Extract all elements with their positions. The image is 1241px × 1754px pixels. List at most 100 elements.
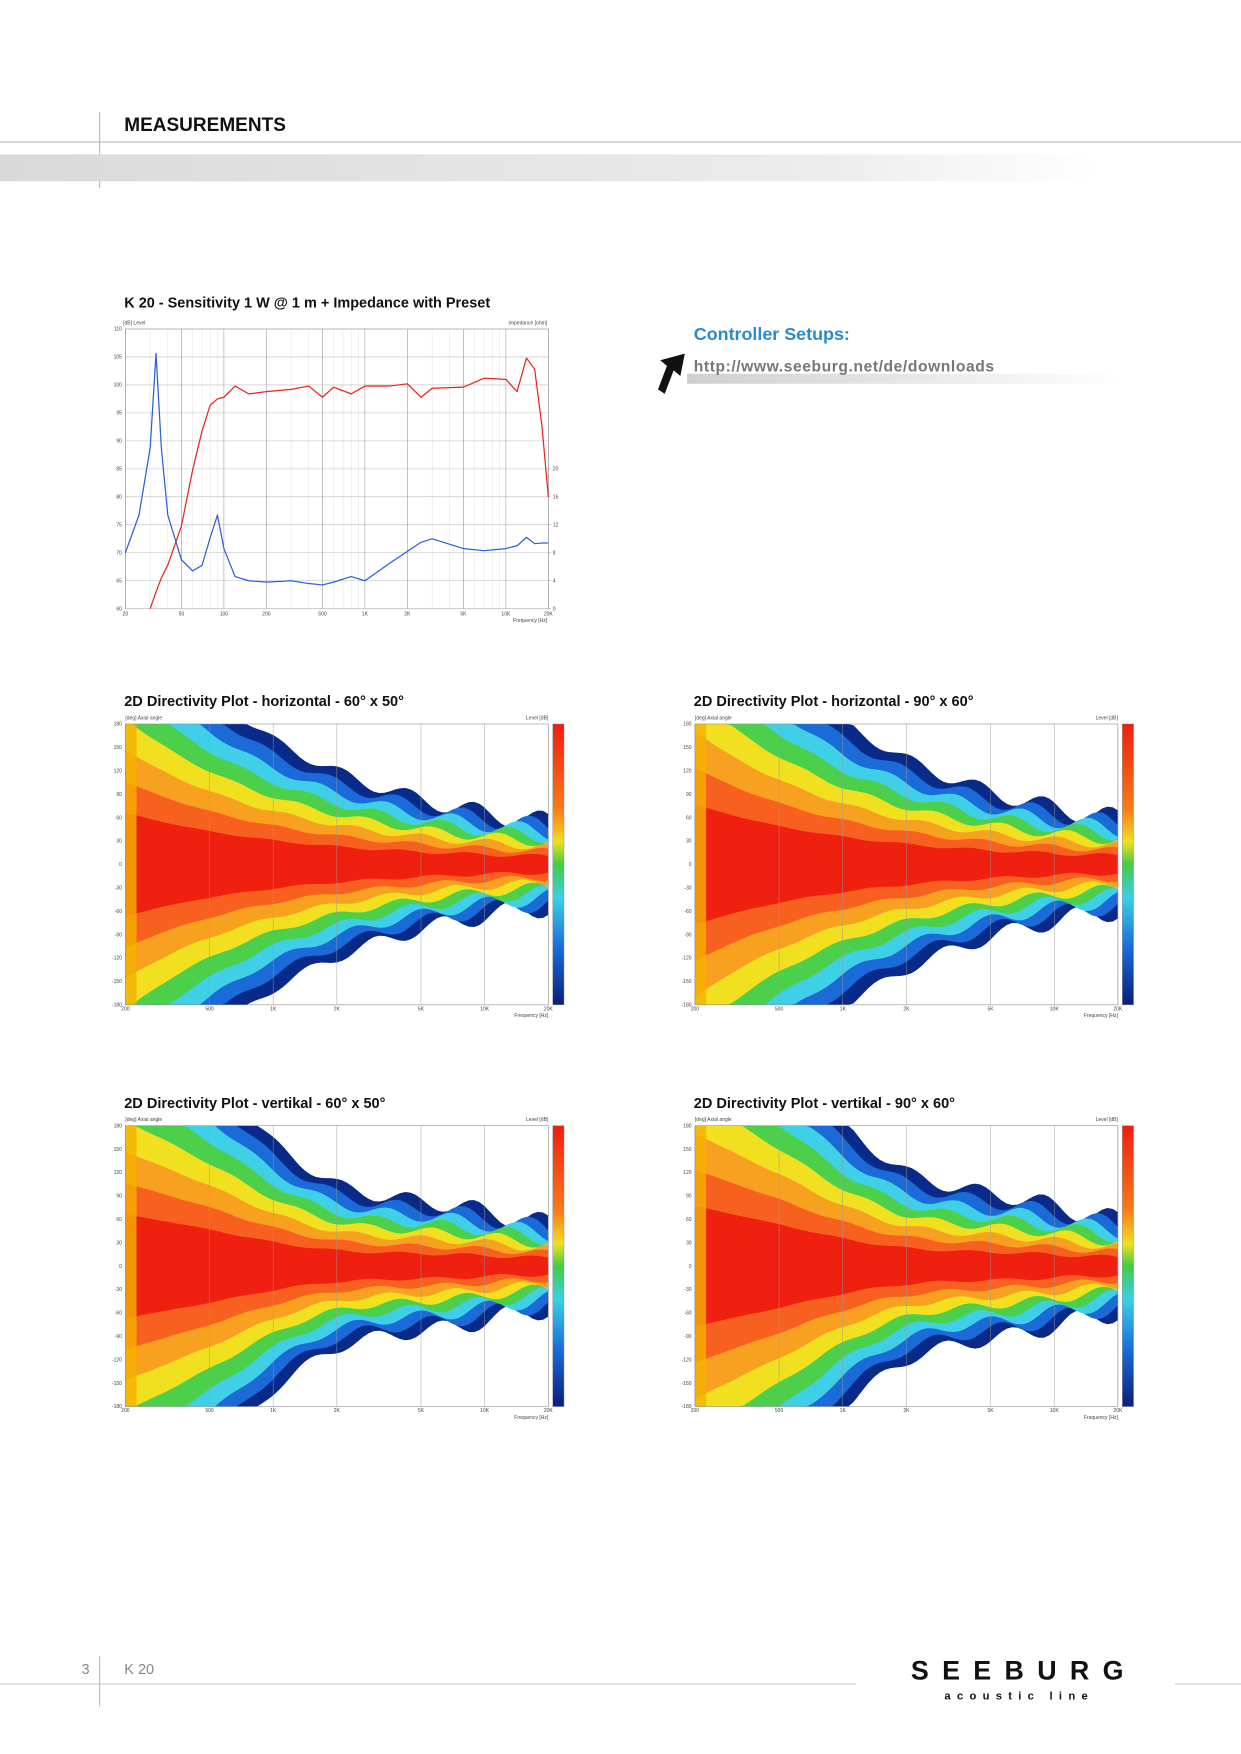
header-band [0, 154, 1097, 182]
y-tick-label: 150 [114, 1147, 123, 1153]
y-axis-label: [deg] Axial angle [695, 716, 732, 722]
y-tick-label: 150 [114, 745, 123, 751]
y-tick-label: 105 [114, 355, 123, 361]
x-tick-label: 2K [903, 1006, 910, 1012]
y-tick-label: 120 [114, 768, 123, 774]
x-tick-label: 500 [775, 1408, 784, 1414]
y-tick-label: 60 [116, 815, 122, 821]
y2-tick-label: 8 [553, 550, 556, 556]
x-tick-label: 10K [501, 611, 511, 617]
x-tick-label: 200 [262, 611, 271, 617]
x-tick-label: 20K [1113, 1006, 1123, 1012]
plot-title: 2D Directivity Plot - horizontal - 90° x… [694, 694, 974, 710]
directivity-plot: 180 150 120 90 60 30 0 -30 -60 -90 -120 -150 -180200… [682, 716, 1134, 1019]
url-shadow [687, 373, 1124, 384]
x-tick-label: 200 [691, 1408, 700, 1414]
y-tick-label: -180 [112, 1003, 122, 1009]
y-tick-label: -30 [684, 885, 691, 891]
plot-title: 2D Directivity Plot - vertikal - 90° x 6… [694, 1096, 955, 1112]
controller-title: Controller Setups: [694, 324, 850, 344]
y-tick-label: 120 [683, 1170, 692, 1176]
y-tick-label: 90 [686, 1194, 692, 1200]
x-tick-label: 500 [318, 611, 327, 617]
x-axis-label: Frequency [Hz] [514, 1013, 549, 1019]
y-tick-label: 120 [683, 768, 692, 774]
y-tick-label: -30 [115, 885, 122, 891]
y-tick-label: 80 [116, 495, 122, 501]
product-name: K 20 [124, 1662, 154, 1678]
y-tick-label: -150 [112, 1381, 122, 1387]
brand-logo: SEEBURG [911, 1656, 1124, 1686]
y-axis-label: [deg] Axial angle [125, 716, 162, 722]
brand-tagline: acoustic line [944, 1691, 1087, 1703]
x-tick-label: 200 [121, 1006, 130, 1012]
y-tick-label: 60 [116, 606, 122, 612]
y-tick-label: -30 [684, 1287, 691, 1293]
x-axis-label: Frequency [Hz] [1084, 1415, 1119, 1421]
y-tick-label: 120 [114, 1170, 123, 1176]
plot-title: 2D Directivity Plot - horizontal - 60° x… [124, 694, 404, 710]
level-label: Level [dB] [1096, 1117, 1119, 1123]
y-tick-label: -180 [682, 1404, 692, 1410]
y-tick-label: 150 [683, 1147, 692, 1153]
x-tick-label: 500 [205, 1408, 214, 1414]
directivity-plot: 180 150 120 90 60 30 0 -30 -60 -90 -120 -150 -180200… [682, 1117, 1134, 1421]
y2-tick-label: 16 [553, 495, 559, 501]
y-tick-label: -180 [682, 1003, 692, 1009]
y-tick-label: -120 [112, 1357, 122, 1363]
y-tick-label: 60 [686, 815, 692, 821]
y-tick-label: 30 [686, 1240, 692, 1246]
x-axis-label: Frequency [Hz] [1084, 1013, 1119, 1019]
y-tick-label: 30 [116, 839, 122, 845]
y-tick-label: 85 [116, 467, 122, 473]
arrow-icon [657, 353, 685, 394]
plot-title: 2D Directivity Plot - vertikal - 60° x 5… [124, 1096, 385, 1112]
colorbar [1122, 1125, 1134, 1407]
y-axis-label: [deg] Axial angle [695, 1117, 732, 1123]
x-tick-label: 2K [334, 1408, 341, 1414]
x-tick-label: 2K [903, 1408, 910, 1414]
y-tick-label: -90 [115, 1334, 122, 1340]
y2-tick-label: 12 [553, 522, 559, 528]
heatmap-edge [694, 723, 707, 1005]
x-tick-label: 5K [418, 1006, 425, 1012]
x-tick-label: 2K [334, 1006, 341, 1012]
y-axis-label: [dB] Level [123, 321, 145, 327]
y-tick-label: -90 [115, 932, 122, 938]
y-tick-label: 0 [689, 862, 692, 868]
colorbar [1122, 723, 1134, 1006]
x-tick-label: 1K [270, 1006, 277, 1012]
y-tick-label: -60 [684, 1311, 691, 1317]
y2-tick-label: 20 [553, 467, 559, 473]
y-tick-label: 65 [116, 578, 122, 584]
data-line [124, 352, 549, 586]
y-tick-label: -120 [682, 1357, 692, 1363]
y-tick-label: 90 [116, 792, 122, 798]
y-tick-label: 0 [119, 1264, 122, 1270]
y-axis-label: [deg] Axial angle [125, 1117, 162, 1123]
y-tick-label: 75 [116, 522, 122, 528]
y-tick-label: 90 [686, 792, 692, 798]
directivity-plot: 180 150 120 90 60 30 0 -30 -60 -90 -120 -150 -180200… [112, 716, 565, 1019]
x-tick-label: 20K [544, 611, 554, 617]
y-tick-label: -120 [112, 956, 122, 962]
x-tick-label: 1K [362, 611, 369, 617]
y-tick-label: 60 [686, 1217, 692, 1223]
controller-url[interactable]: http://www.seeburg.net/de/downloads [694, 359, 995, 376]
y-tick-label: 90 [116, 439, 122, 445]
level-label: Level [dB] [1096, 716, 1119, 722]
y2-tick-label: 4 [553, 578, 556, 584]
x-tick-label: 2K [404, 611, 411, 617]
x-tick-label: 50 [179, 611, 185, 617]
y-tick-label: -120 [682, 956, 692, 962]
x-tick-label: 10K [1050, 1408, 1060, 1414]
x-tick-label: 5K [987, 1408, 994, 1414]
colorbar [552, 1125, 565, 1407]
y-tick-label: 180 [114, 722, 123, 728]
x-tick-label: 20K [544, 1408, 554, 1414]
y-tick-label: 110 [114, 327, 122, 333]
y-tick-label: 30 [116, 1240, 122, 1246]
x-axis-label: Frequency [Hz] [513, 618, 548, 624]
